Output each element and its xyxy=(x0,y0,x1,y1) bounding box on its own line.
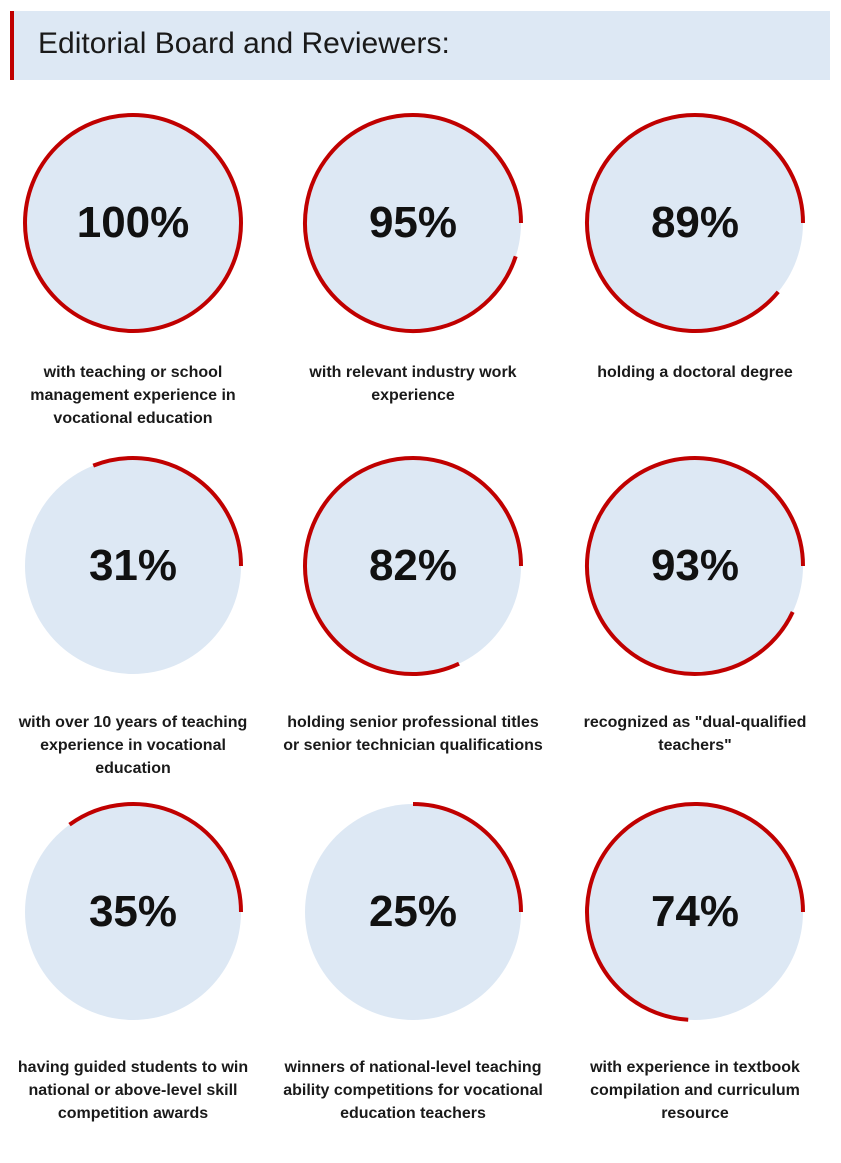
stat-ring xyxy=(303,113,523,333)
stat-ring xyxy=(23,113,243,333)
stat-ring xyxy=(585,113,805,333)
page-title: Editorial Board and Reviewers: xyxy=(38,27,450,60)
stat-ring xyxy=(25,456,243,674)
stat-ring xyxy=(585,802,805,1022)
ring-progress-arc xyxy=(92,456,243,567)
section-header: Editorial Board and Reviewers: xyxy=(10,11,830,80)
ring-background xyxy=(587,458,803,674)
stat-ring xyxy=(25,802,243,1020)
stat-caption: winners of national-level teaching abili… xyxy=(283,1059,543,1122)
ring-progress-arc xyxy=(585,456,805,676)
ring-background xyxy=(587,115,803,331)
stat-caption: having guided students to win national o… xyxy=(17,1059,249,1122)
stat-value: 100% xyxy=(76,198,190,247)
stat-caption: recognized as "dual-qualified teachers" xyxy=(583,714,807,754)
ring-background xyxy=(587,804,803,1020)
stat-caption: holding a doctoral degree xyxy=(597,364,793,381)
stat-value: 74% xyxy=(650,887,740,936)
stat-caption: holding senior professional titles or se… xyxy=(283,714,543,754)
stat-caption: with over 10 years of teaching experienc… xyxy=(18,714,248,777)
stat-caption: with teaching or school management exper… xyxy=(30,364,236,427)
stat-ring xyxy=(305,802,523,1020)
stat-value: 25% xyxy=(368,887,458,936)
ring-background xyxy=(25,458,241,674)
stat-value: 82% xyxy=(368,541,458,590)
stat-ring xyxy=(303,456,523,676)
stat-value: 95% xyxy=(368,198,458,247)
stat-value: 93% xyxy=(650,541,740,590)
ring-progress-arc xyxy=(68,802,243,913)
ring-progress-arc xyxy=(412,802,523,913)
ring-progress-arc xyxy=(585,113,805,333)
stat-caption: with relevant industry work experience xyxy=(309,364,517,404)
ring-progress-arc xyxy=(303,456,523,676)
ring-background xyxy=(25,115,241,331)
ring-background xyxy=(305,115,521,331)
stat-caption: with experience in textbook compilation … xyxy=(590,1059,800,1122)
ring-background xyxy=(305,458,521,674)
stat-value: 35% xyxy=(88,887,178,936)
ring-background xyxy=(25,804,241,1020)
ring-progress-arc xyxy=(303,113,523,333)
ring-progress-arc xyxy=(585,802,805,1022)
stat-value: 31% xyxy=(88,541,178,590)
stat-value: 89% xyxy=(650,198,740,247)
ring-background xyxy=(305,804,521,1020)
ring-progress-arc xyxy=(23,113,243,333)
stat-ring xyxy=(585,456,805,676)
